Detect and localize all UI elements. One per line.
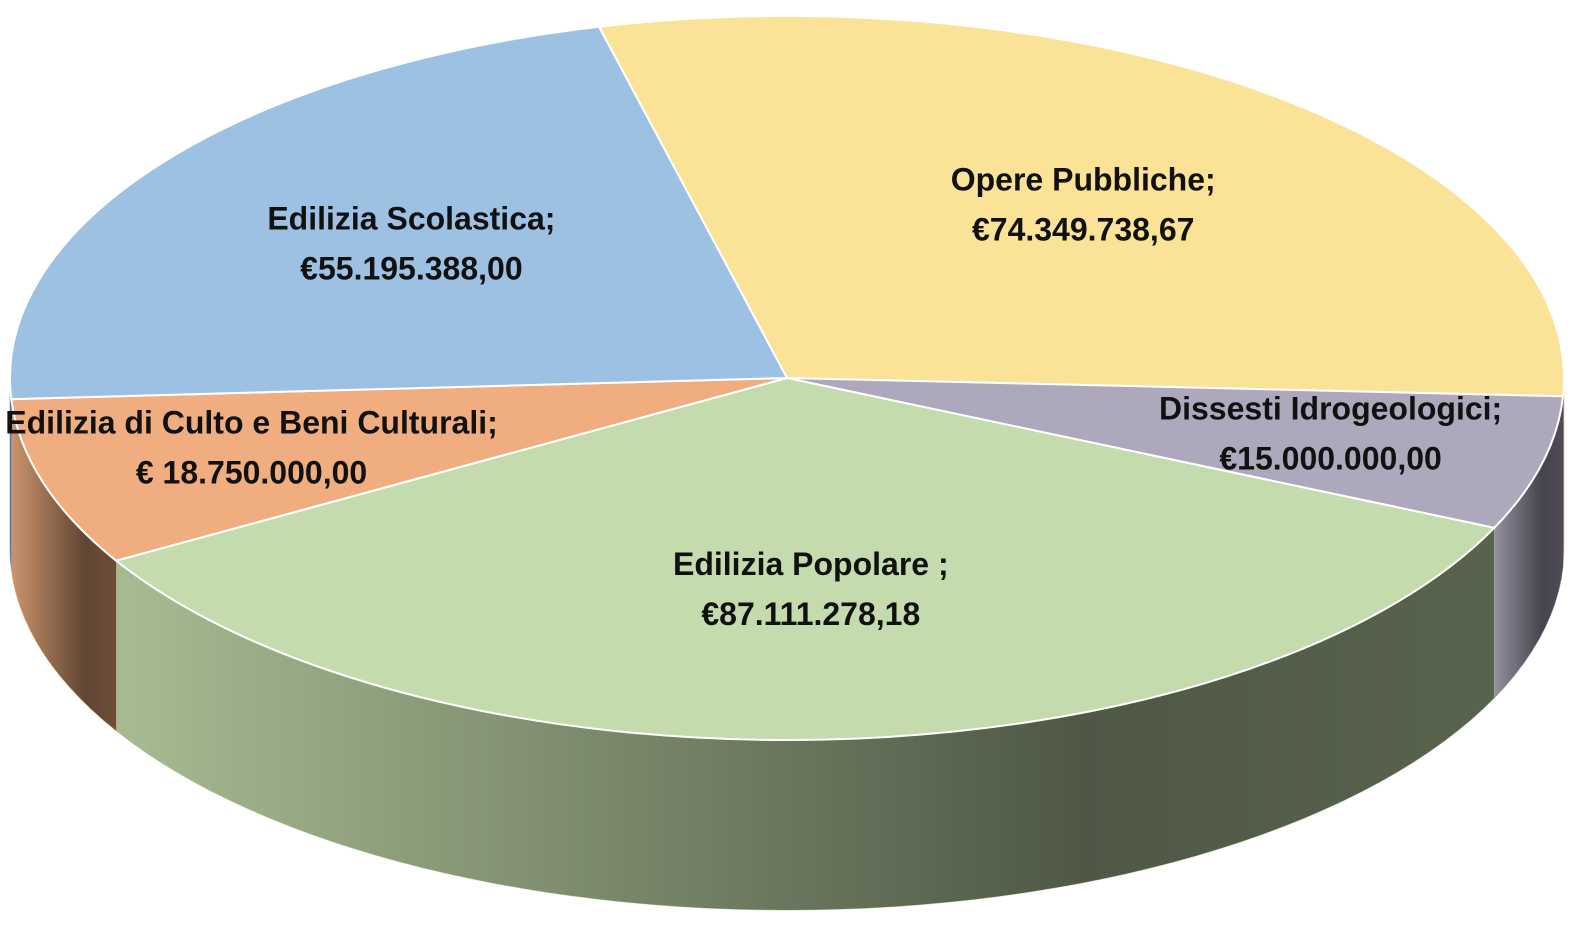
slice xyxy=(597,15,1565,398)
slice xyxy=(786,377,1565,529)
data-label-value: € 18.750.000,00 xyxy=(136,454,367,490)
slice xyxy=(10,377,788,562)
data-label: Edilizia di Culto e Beni Culturali; € 18.… xyxy=(5,404,497,490)
data-label-category: Edilizia di Culto e Beni Culturali; xyxy=(5,404,497,440)
data-label: Edilizia Scolastica; €55.195.388,00 xyxy=(267,200,555,286)
data-label-category: Opere Pubbliche; xyxy=(951,161,1216,197)
data-label-category: Dissesti Idrogeologici; xyxy=(1159,391,1502,427)
slice-side-shade xyxy=(11,399,117,731)
data-label: Edilizia Popolare ; €87.111.278,18 xyxy=(673,546,949,632)
data-label-value: €55.195.388,00 xyxy=(300,250,522,286)
slice xyxy=(9,25,789,401)
slice xyxy=(114,376,1497,741)
data-label-value: €15.000.000,00 xyxy=(1219,441,1441,477)
slice-side-shade xyxy=(1494,396,1564,698)
data-label-category: Edilizia Scolastica; xyxy=(267,200,555,236)
slice-side-shade xyxy=(116,527,1495,910)
data-label-value: €74.349.738,67 xyxy=(972,211,1194,247)
data-label: Dissesti Idrogeologici; €15.000.000,00 xyxy=(1159,391,1502,477)
data-label-value: €87.111.278,18 xyxy=(701,596,920,632)
data-label-category: Edilizia Popolare ; xyxy=(673,546,949,582)
slice-side-shade xyxy=(10,378,12,570)
data-label: Opere Pubbliche; €74.349.738,67 xyxy=(951,161,1216,247)
